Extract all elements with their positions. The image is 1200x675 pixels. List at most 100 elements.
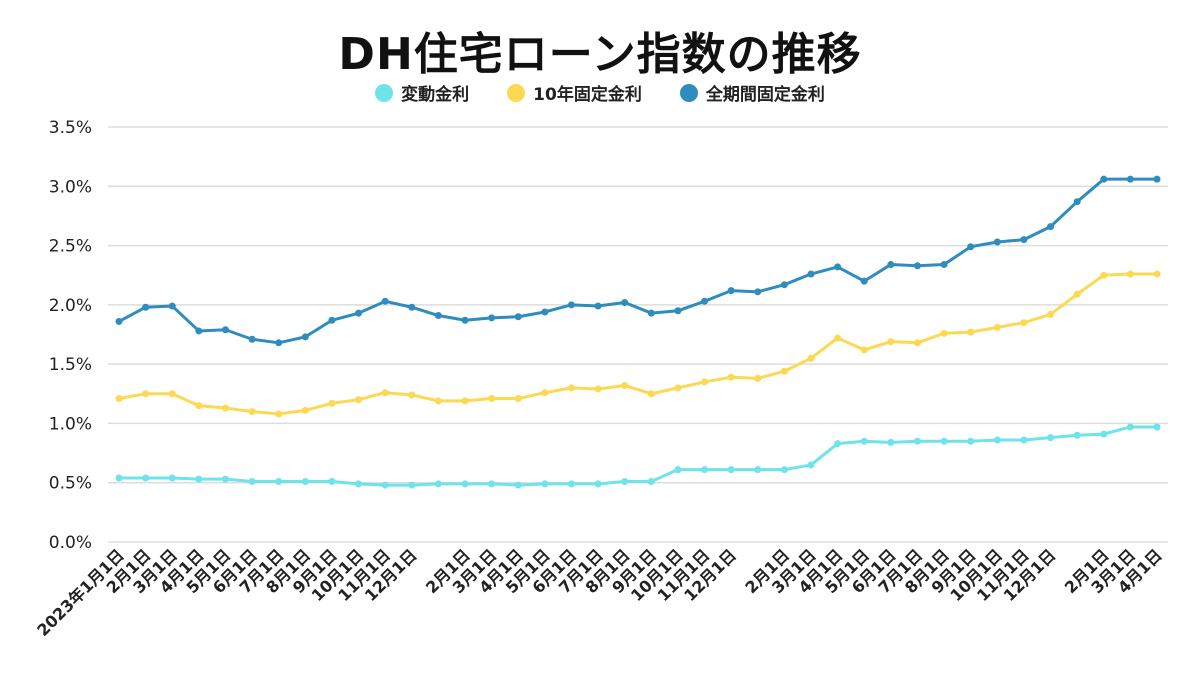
y-tick-label: 2.0%: [49, 296, 92, 316]
data-point: [328, 478, 336, 486]
data-point: [328, 399, 336, 407]
data-point: [221, 326, 229, 334]
data-point: [1073, 290, 1081, 298]
y-tick-label: 3.0%: [49, 177, 92, 197]
data-point: [967, 437, 975, 445]
data-point: [727, 466, 735, 474]
data-point: [248, 335, 256, 343]
data-point: [807, 354, 815, 362]
data-point: [488, 480, 496, 488]
data-point: [940, 437, 948, 445]
data-point: [887, 338, 895, 346]
data-point: [940, 261, 948, 269]
data-point: [408, 391, 416, 399]
chart-title: DH住宅ローン指数の推移: [338, 29, 862, 80]
data-point: [1153, 175, 1161, 183]
data-point: [355, 309, 363, 317]
data-point: [1020, 236, 1028, 244]
data-point: [860, 346, 868, 354]
data-point: [221, 404, 229, 412]
data-point: [754, 466, 762, 474]
data-point: [807, 461, 815, 469]
data-point: [621, 298, 629, 306]
data-point: [647, 309, 655, 317]
data-point: [195, 327, 203, 335]
data-point: [1126, 423, 1134, 431]
data-point: [727, 373, 735, 381]
data-point: [514, 481, 522, 489]
data-point: [221, 475, 229, 483]
data-point: [701, 297, 709, 305]
data-point: [142, 303, 150, 311]
data-point: [115, 395, 123, 403]
data-point: [488, 314, 496, 322]
data-point: [621, 381, 629, 389]
data-point: [168, 302, 176, 310]
data-point: [461, 397, 469, 405]
data-point: [275, 339, 283, 347]
data-point: [887, 261, 895, 269]
series-line-2: [118, 177, 1157, 345]
data-point: [248, 478, 256, 486]
y-tick-label: 3.5%: [49, 118, 92, 138]
data-point: [567, 480, 575, 488]
data-point: [142, 390, 150, 398]
y-tick-label: 0.0%: [49, 533, 92, 553]
data-point: [168, 474, 176, 482]
y-tick-label: 2.5%: [49, 237, 92, 257]
data-point: [115, 474, 123, 482]
data-point: [381, 389, 389, 397]
data-point: [1020, 436, 1028, 444]
data-point: [1073, 198, 1081, 206]
data-point: [381, 481, 389, 489]
data-point: [115, 317, 123, 325]
data-point: [301, 406, 309, 414]
data-point: [1020, 319, 1028, 327]
data-point: [993, 323, 1001, 331]
data-point: [355, 480, 363, 488]
data-point: [834, 440, 842, 448]
data-point: [142, 474, 150, 482]
legend-item-full: 全期間固定金利: [679, 80, 825, 105]
legend: 変動金利 10年固定金利 全期間固定金利: [0, 80, 1200, 105]
data-point: [541, 389, 549, 397]
y-tick-label: 0.5%: [49, 474, 92, 494]
data-point: [594, 302, 602, 310]
data-point: [328, 316, 336, 324]
data-point: [967, 328, 975, 336]
data-point: [594, 480, 602, 488]
data-point: [913, 339, 921, 347]
data-point: [993, 436, 1001, 444]
data-point: [195, 475, 203, 483]
data-point: [301, 478, 309, 486]
data-point: [275, 410, 283, 418]
legend-item-variable: 変動金利: [375, 80, 469, 105]
data-point: [621, 478, 629, 486]
data-point: [1073, 431, 1081, 439]
data-point: [514, 313, 522, 321]
data-point: [887, 438, 895, 446]
data-point: [461, 480, 469, 488]
data-point: [567, 301, 575, 309]
data-point: [248, 408, 256, 416]
data-point: [488, 395, 496, 403]
data-point: [541, 308, 549, 316]
data-point: [701, 466, 709, 474]
data-point: [674, 466, 682, 474]
data-point: [913, 262, 921, 270]
data-point: [754, 374, 762, 382]
data-point: [940, 329, 948, 337]
data-point: [1100, 430, 1108, 438]
data-point: [834, 334, 842, 342]
data-point: [195, 402, 203, 410]
data-point: [1153, 270, 1161, 278]
legend-swatch: [375, 83, 394, 102]
data-point: [514, 395, 522, 403]
data-point: [1126, 175, 1134, 183]
legend-label: 変動金利: [401, 85, 470, 105]
data-point: [168, 390, 176, 398]
data-point: [780, 281, 788, 289]
data-point: [434, 480, 442, 488]
data-point: [1126, 270, 1134, 278]
